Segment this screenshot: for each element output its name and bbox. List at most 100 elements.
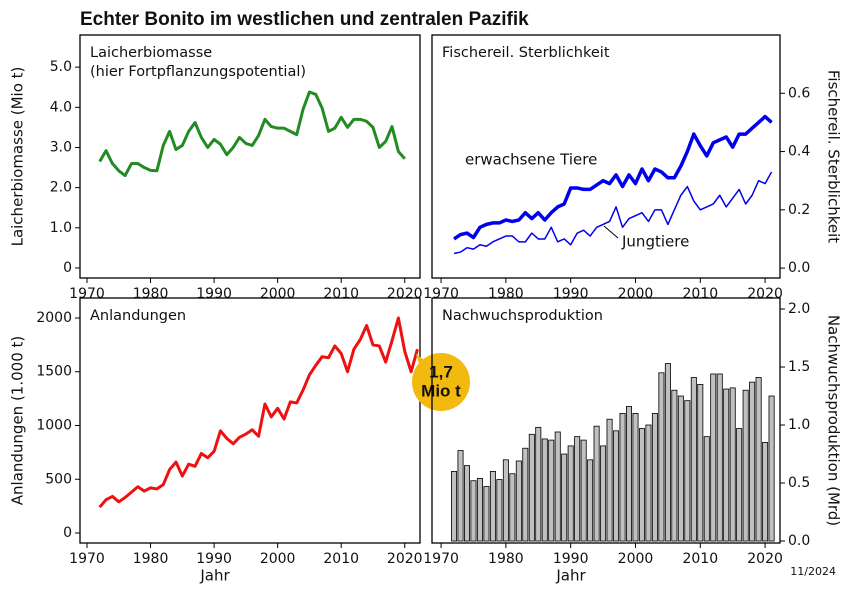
x-tick-label: 1980 (488, 551, 524, 567)
x-axis-label: Jahr (199, 567, 230, 585)
y-tick-label: 1.5 (788, 359, 810, 375)
bar (690, 377, 697, 542)
x-tick-label: 2020 (387, 551, 423, 567)
x-tick-label: 2000 (618, 286, 654, 302)
panel-title: Laicherbiomasse (90, 45, 212, 61)
x-tick-label: 1990 (196, 286, 232, 302)
x-tick-label: 2000 (618, 551, 654, 567)
bar (671, 389, 678, 542)
bar (464, 465, 470, 542)
bar (574, 436, 581, 542)
bar (528, 433, 535, 542)
bar (638, 428, 645, 542)
panel-title: Nachwuchsproduktion (442, 308, 603, 324)
y-tick-label: 0.0 (788, 260, 810, 276)
y-tick-label: 2.0 (50, 180, 72, 196)
bar (645, 424, 652, 542)
x-tick-label: 1970 (423, 286, 459, 302)
bar (703, 436, 710, 542)
leader-line (603, 225, 619, 239)
bar (489, 471, 496, 542)
bar (476, 477, 483, 542)
y-tick-label: 500 (45, 471, 72, 487)
bar (509, 473, 516, 542)
bar (677, 395, 684, 542)
y-tick-label: 2000 (36, 310, 72, 326)
bar (762, 442, 769, 542)
y-axis-label: Anlandungen (1.000 t) (9, 336, 27, 506)
bar (502, 459, 509, 542)
x-tick-label: 2010 (323, 551, 359, 567)
data-line (98, 90, 406, 178)
x-tick-label: 1980 (133, 286, 169, 302)
chart-title: Echter Bonito im westlichen und zentrale… (80, 9, 529, 30)
bar (710, 373, 717, 542)
y-tick-label: 1.0 (50, 220, 72, 236)
panel-title: Anlandungen (90, 308, 186, 324)
bar (658, 372, 665, 542)
bar (632, 413, 639, 542)
bar (716, 373, 723, 542)
panel-frame (79, 34, 421, 279)
bar (619, 413, 626, 542)
data-line (453, 114, 773, 241)
x-tick-label: 2000 (260, 551, 296, 567)
badge-text: 1,7 (429, 362, 453, 381)
y-tick-label: 1500 (36, 364, 72, 380)
badge-text: Mio t (421, 381, 461, 400)
bar (684, 400, 691, 542)
bar (742, 389, 749, 542)
y-tick-label: 0 (63, 525, 72, 541)
bar (613, 430, 620, 542)
bar (541, 438, 548, 542)
bar (548, 439, 555, 542)
y-tick-label: 1.0 (788, 417, 810, 433)
x-tick-label: 2010 (682, 286, 718, 302)
x-tick-label: 2010 (682, 551, 718, 567)
bar (729, 387, 736, 542)
data-line (453, 171, 773, 255)
y-tick-label: 5.0 (50, 59, 72, 75)
y-tick-label: 2.0 (788, 301, 810, 317)
x-tick-label: 2000 (260, 286, 296, 302)
bar (768, 395, 775, 542)
x-axis-label: Jahr (555, 567, 586, 585)
date-note: 11/2024 (790, 565, 836, 578)
series-label: Jungtiere (621, 233, 689, 251)
x-tick-label: 2020 (747, 286, 783, 302)
x-tick-label: 2020 (387, 286, 423, 302)
bar (451, 471, 458, 542)
y-tick-label: 3.0 (50, 139, 72, 155)
y-tick-label: 4.0 (50, 99, 72, 115)
bar (626, 406, 632, 542)
y-axis-label: Fischereil. Sterblichkeit (825, 70, 843, 243)
series-label: erwachsene Tiere (465, 151, 597, 169)
y-tick-label: 1000 (36, 417, 72, 433)
bar (736, 428, 743, 542)
x-tick-label: 1970 (423, 551, 459, 567)
badge (412, 353, 470, 411)
y-tick-label: 0.0 (788, 533, 810, 549)
bar (600, 445, 607, 542)
bar (749, 381, 756, 542)
data-line (98, 316, 419, 509)
x-tick-label: 2020 (747, 551, 783, 567)
bar (535, 426, 542, 542)
bar (470, 480, 477, 542)
bar (755, 377, 762, 542)
bar (554, 431, 561, 542)
y-axis-label: Laicherbiomasse (Mio t) (9, 67, 27, 247)
bar (580, 439, 587, 542)
panel-title: Fischereil. Sterblichkeit (442, 45, 610, 61)
bar (593, 425, 600, 542)
bar (723, 388, 730, 542)
x-tick-label: 1990 (553, 551, 589, 567)
bar (515, 460, 522, 542)
bar (651, 413, 658, 542)
bar (664, 363, 671, 542)
bar (567, 445, 574, 542)
x-tick-label: 1990 (196, 551, 232, 567)
y-tick-label: 0.5 (788, 475, 810, 491)
bar (457, 450, 464, 542)
